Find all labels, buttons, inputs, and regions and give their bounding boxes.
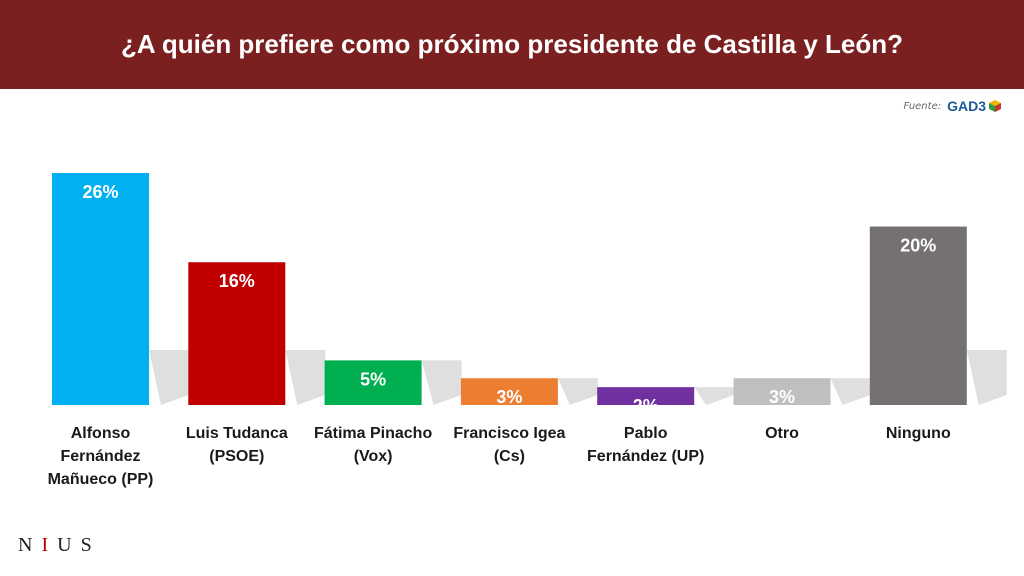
data-label: 2% xyxy=(633,396,659,416)
category-label: Fernández (UP) xyxy=(587,448,704,465)
bar-shadow xyxy=(694,387,735,405)
bar xyxy=(188,262,286,405)
source: Fuente: GAD3 xyxy=(903,98,1002,114)
cube-logo-icon xyxy=(989,100,1001,112)
category-label: Luis Tudanca xyxy=(186,425,288,442)
category-label: Fátima Pinacho xyxy=(314,425,432,442)
brand-letter-u: U xyxy=(57,534,81,556)
bar-shadow xyxy=(285,350,326,405)
bar xyxy=(460,378,558,405)
data-label: 5% xyxy=(360,369,386,389)
source-logo: GAD3 xyxy=(947,98,1002,114)
brand-letter-i: I xyxy=(41,534,58,556)
data-label: 16% xyxy=(219,271,255,291)
bar-shadow xyxy=(966,350,1007,405)
bar xyxy=(733,378,831,405)
source-logo-text: GAD3 xyxy=(947,98,986,114)
category-label: (Vox) xyxy=(354,448,393,465)
category-label: (Cs) xyxy=(494,448,525,465)
bar-shadow xyxy=(830,378,871,405)
category-label: Francisco Igea xyxy=(453,425,565,442)
data-label: 26% xyxy=(82,182,118,202)
bar xyxy=(324,360,422,405)
brand-letter-n: N xyxy=(18,534,42,556)
bar-shadow xyxy=(557,378,598,405)
bar-shadow xyxy=(149,350,189,405)
bar xyxy=(869,226,967,405)
bar-shadow xyxy=(421,360,462,405)
bar xyxy=(52,173,149,405)
category-label: Mañueco (PP) xyxy=(48,471,154,488)
title-banner: ¿A quién prefiere como próximo president… xyxy=(0,0,1024,89)
brand-letter-s: S xyxy=(80,534,101,556)
category-label: Ninguno xyxy=(886,425,951,442)
bar xyxy=(597,387,695,405)
data-label: 20% xyxy=(900,236,936,256)
chart-title: ¿A quién prefiere como próximo president… xyxy=(120,29,904,59)
category-label: Alfonso xyxy=(71,425,131,442)
category-label: Otro xyxy=(765,425,799,442)
category-label: (PSOE) xyxy=(209,448,264,465)
data-label: 3% xyxy=(769,387,795,407)
brand-logo: NIUS xyxy=(18,534,101,557)
category-label: Fernández xyxy=(60,448,140,465)
data-label: 3% xyxy=(496,387,522,407)
category-label: Pablo xyxy=(624,425,668,442)
source-label: Fuente: xyxy=(903,100,942,112)
